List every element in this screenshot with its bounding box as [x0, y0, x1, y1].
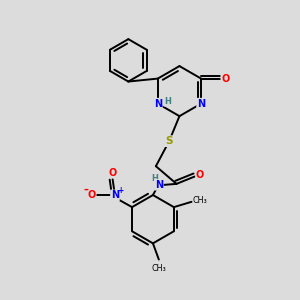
Text: O: O: [87, 190, 95, 200]
Text: +: +: [117, 185, 123, 194]
Text: H: H: [151, 174, 158, 183]
Text: O: O: [196, 170, 204, 180]
Text: O: O: [109, 168, 117, 178]
Text: N: N: [155, 180, 163, 190]
Text: N: N: [154, 99, 162, 109]
Text: CH₃: CH₃: [193, 196, 208, 205]
Text: N: N: [197, 99, 205, 109]
Text: N: N: [111, 190, 119, 200]
Text: H: H: [164, 97, 171, 106]
Text: S: S: [165, 136, 173, 146]
Text: O: O: [221, 74, 230, 84]
Text: CH₃: CH₃: [152, 264, 166, 273]
Text: –: –: [84, 185, 89, 195]
